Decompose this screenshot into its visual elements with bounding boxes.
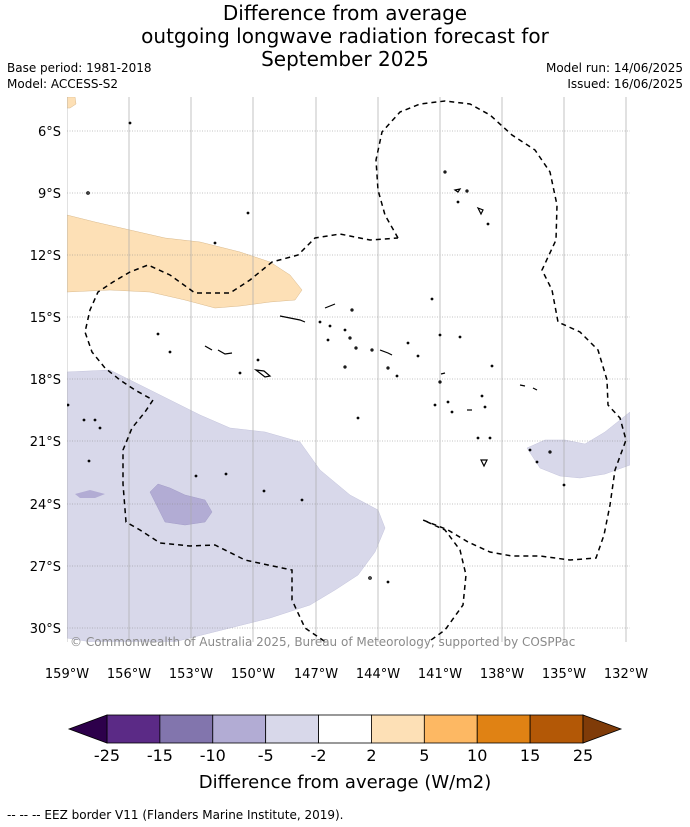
negative-anomaly-region-west xyxy=(67,369,386,642)
lat-label: 12°S xyxy=(30,249,61,264)
islands xyxy=(67,121,566,584)
positive-anomaly-corner xyxy=(67,97,77,109)
colorbar-tick-label: 2 xyxy=(366,746,376,765)
issued-date: Issued: 16/06/2025 xyxy=(567,77,683,91)
meta-left: Base period: 1981-2018 Model: ACCESS-S2 xyxy=(7,60,152,92)
latitude-labels: 6°S 9°S 12°S 15°S 18°S 21°S 24°S 27°S 30… xyxy=(30,125,61,637)
colorbar-bin xyxy=(529,714,584,744)
lon-label: 138°W xyxy=(480,667,524,682)
map-panel: 6°S 9°S 12°S 15°S 18°S 21°S 24°S 27°S 30… xyxy=(30,97,648,682)
colorbar-tick-label: -25 xyxy=(94,746,120,765)
eez-border xyxy=(84,100,627,642)
lat-label: 6°S xyxy=(38,125,61,140)
map-area xyxy=(67,97,630,642)
model-name: Model: ACCESS-S2 xyxy=(7,77,119,91)
colorbar-tick-label: 15 xyxy=(520,746,540,765)
lat-label: 18°S xyxy=(30,373,61,388)
colorbar-tick-label: -10 xyxy=(200,746,226,765)
colorbar-tick-label: 25 xyxy=(573,746,593,765)
colorbar-tick-label: -2 xyxy=(311,746,327,765)
colorbar-tick-label: 10 xyxy=(467,746,487,765)
lon-label: 159°W xyxy=(45,667,89,682)
colorbar-bin xyxy=(106,714,161,744)
positive-anomaly-region xyxy=(67,214,303,309)
model-run: Model run: 14/06/2025 xyxy=(545,61,683,75)
colorbar-bin xyxy=(318,714,372,744)
colorbar-label: Difference from average (W/m2) xyxy=(199,772,491,793)
lon-label: 135°W xyxy=(542,667,586,682)
lat-label: 15°S xyxy=(30,311,61,326)
lon-label: 150°W xyxy=(231,667,275,682)
title-line-3: September 2025 xyxy=(261,47,429,71)
colorbar-tick-label: -15 xyxy=(147,746,173,765)
colorbar-under-arrow xyxy=(67,714,108,744)
colorbar: -25 -15 -10 -5 -2 2 5 10 15 25 Difference from av… xyxy=(67,714,623,793)
eez-footnote: -- -- -- EEZ border V11 (Flanders Marine… xyxy=(7,808,344,822)
negative-anomaly-region-east xyxy=(526,411,630,479)
longitude-labels: 159°W 156°W 153°W 150°W 147°W 144°W 141°… xyxy=(45,667,648,682)
colorbar-tick-label: 5 xyxy=(419,746,429,765)
negative-anomaly-strong-2 xyxy=(75,490,105,498)
lon-label: 156°W xyxy=(107,667,151,682)
lon-label: 153°W xyxy=(169,667,213,682)
title-line-2: outgoing longwave radiation forecast for xyxy=(141,24,549,48)
colorbar-bins xyxy=(106,714,584,744)
colorbar-tick-label: -5 xyxy=(258,746,274,765)
lon-label: 141°W xyxy=(418,667,462,682)
lon-label: 144°W xyxy=(356,667,400,682)
base-period: Base period: 1981-2018 xyxy=(7,61,152,75)
lat-label: 9°S xyxy=(38,187,61,202)
colorbar-bin xyxy=(159,714,214,744)
lat-label: 30°S xyxy=(30,622,61,637)
colorbar-bin xyxy=(476,714,531,744)
lat-label: 27°S xyxy=(30,560,61,575)
colorbar-bin xyxy=(371,714,425,744)
colorbar-bin xyxy=(265,714,319,744)
lon-label: 132°W xyxy=(604,667,648,682)
lat-label: 21°S xyxy=(30,435,61,450)
map-title: Difference from average outgoing longwav… xyxy=(0,2,690,71)
negative-anomaly-strong-1 xyxy=(149,483,213,526)
colorbar-ticks: -25 -15 -10 -5 -2 2 5 10 15 25 xyxy=(94,746,593,765)
colorbar-over-arrow xyxy=(582,714,623,744)
copyright-notice: © Commonwealth of Australia 2025, Bureau… xyxy=(70,635,575,649)
lat-label: 24°S xyxy=(30,498,61,513)
colorbar-bin xyxy=(212,714,267,744)
longitude-gridlines xyxy=(67,97,627,642)
title-line-1: Difference from average xyxy=(222,1,468,25)
colorbar-bin xyxy=(423,714,478,744)
meta-right: Model run: 14/06/2025 Issued: 16/06/2025 xyxy=(546,60,683,92)
lon-label: 147°W xyxy=(294,667,338,682)
